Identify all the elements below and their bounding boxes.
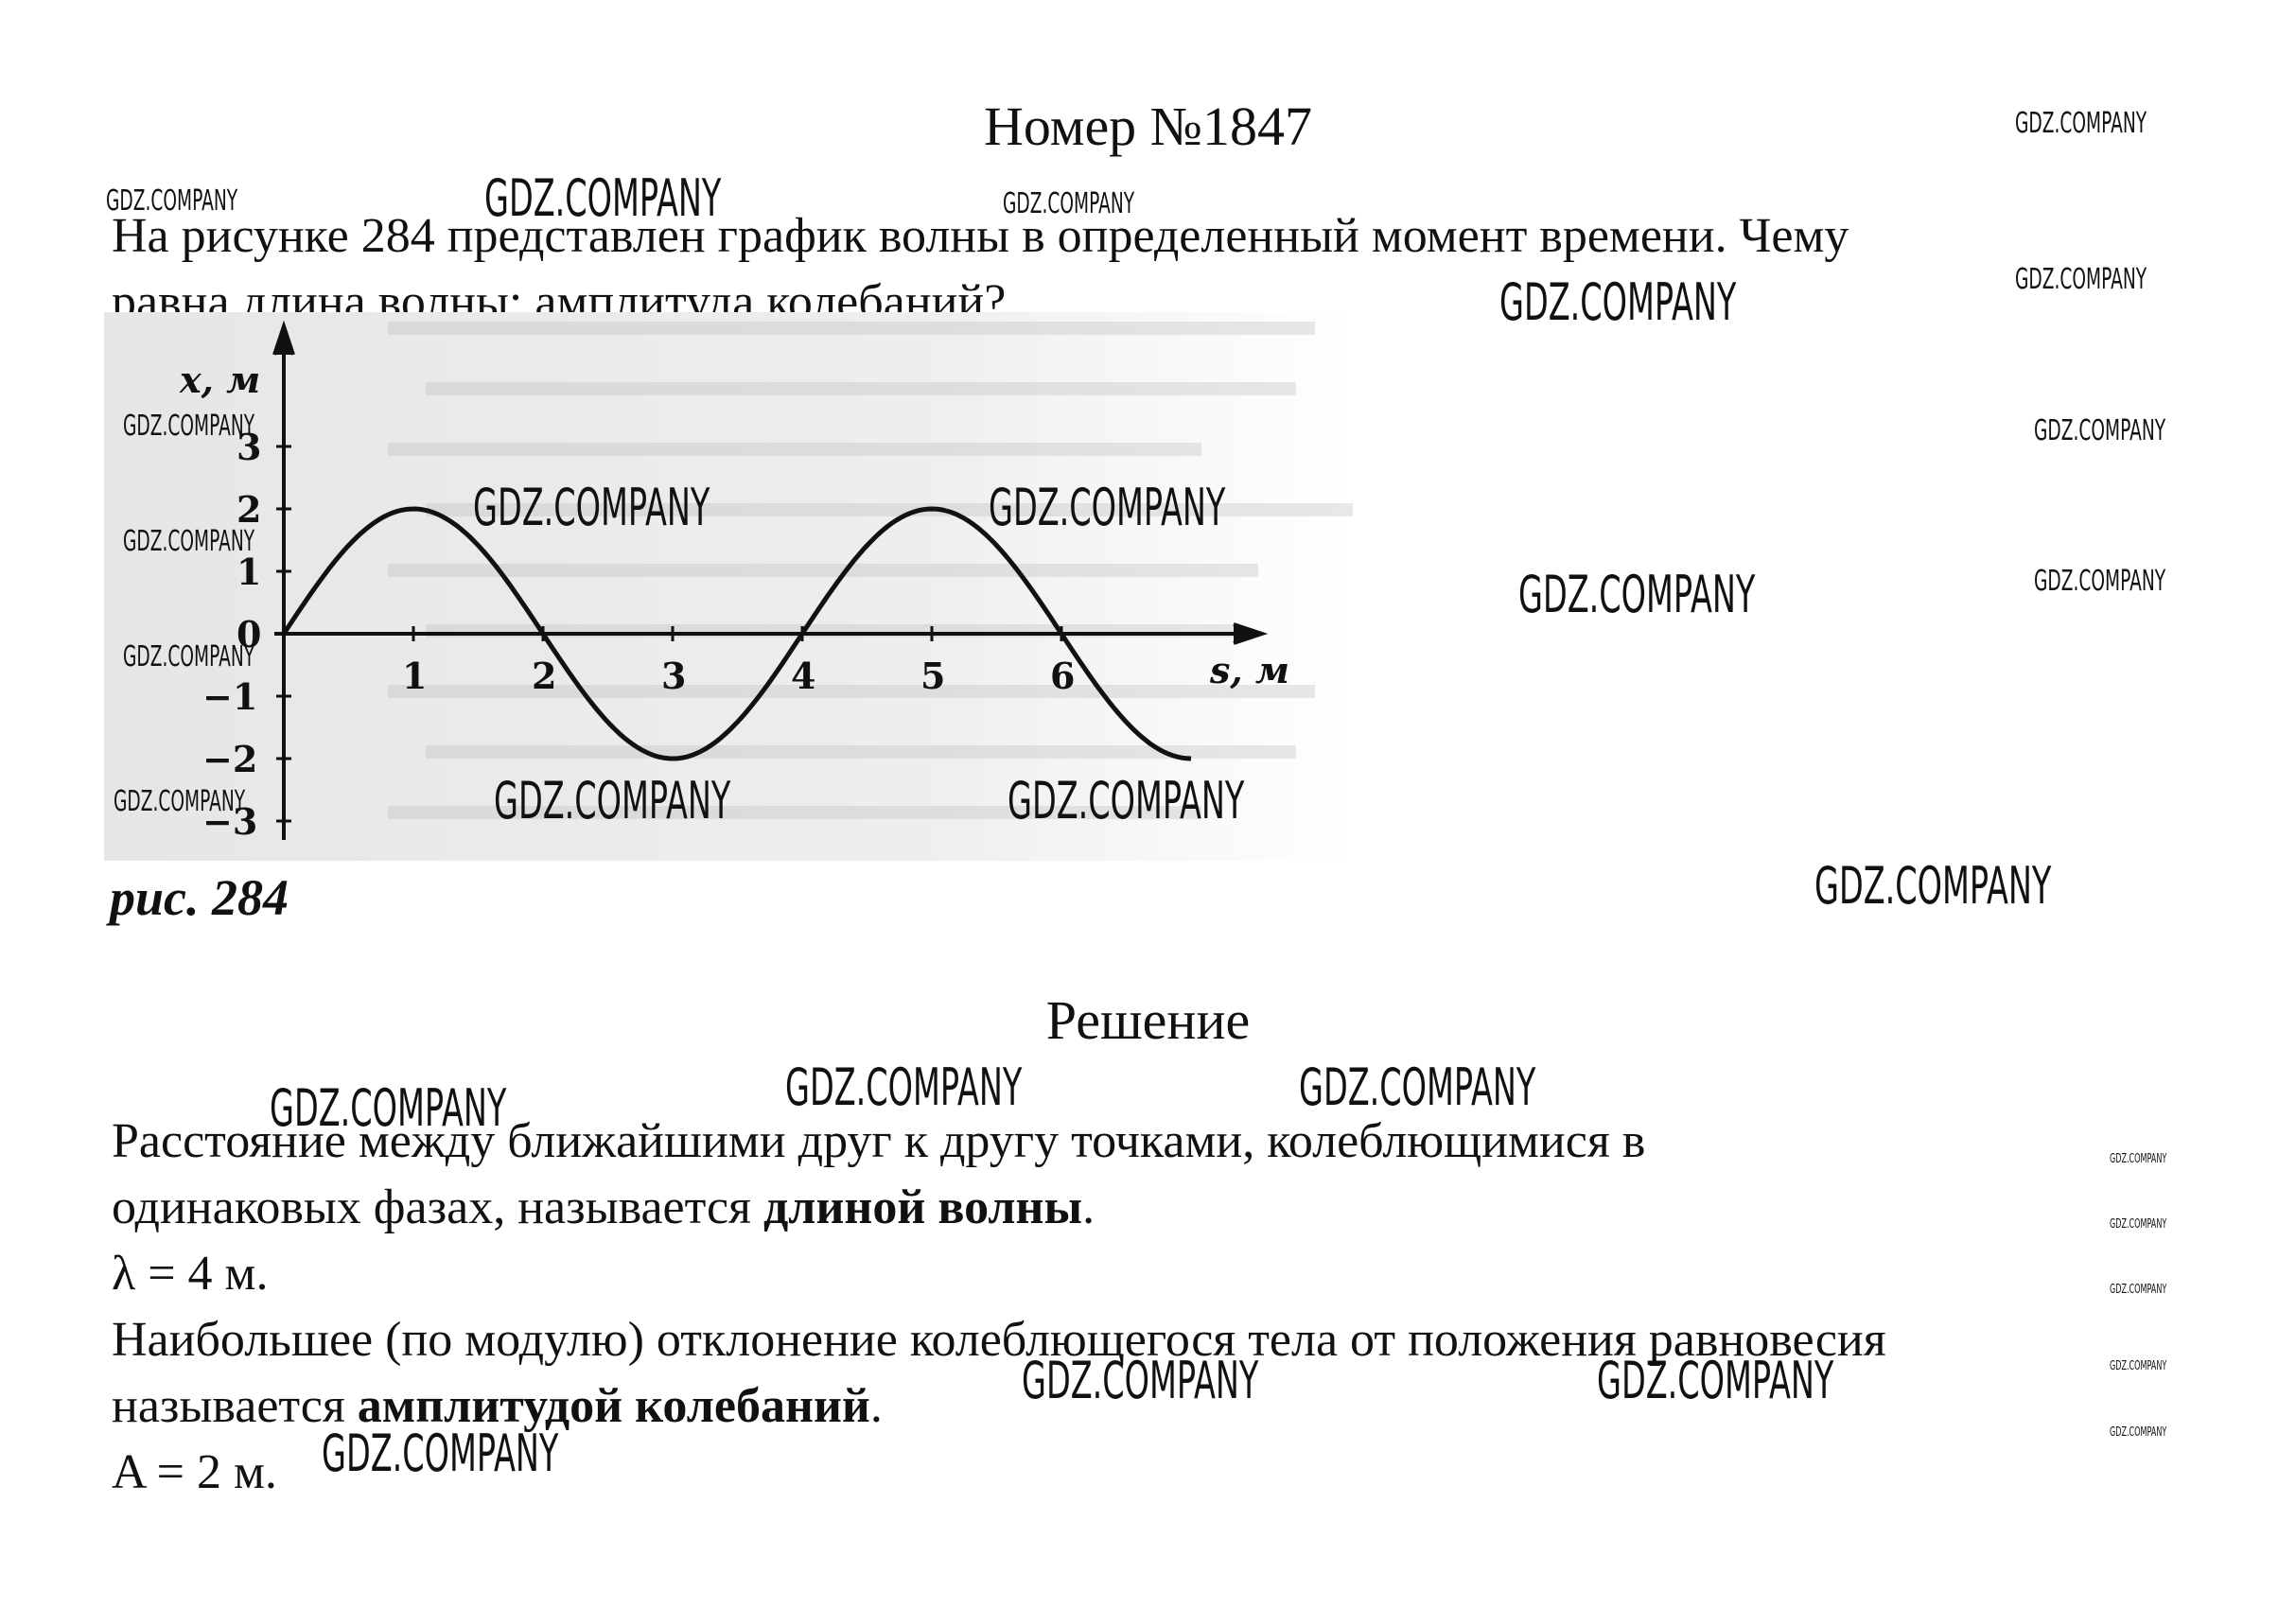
y-tick-label: −2 (202, 738, 257, 780)
watermark: GDZ.COMPANY (2015, 107, 2147, 140)
y-axis-arrow (272, 320, 295, 356)
term-amplitude: амплитудой колебаний (357, 1379, 870, 1433)
watermark: GDZ.COMPANY (1597, 1351, 1834, 1410)
term-wavelength: длиной волны (762, 1180, 1083, 1234)
x-tick-label: 2 (532, 655, 556, 697)
amplitude-answer: A = 2 м. (112, 1445, 277, 1499)
question-line-1: На рисунке 284 представлен график волны … (112, 209, 1849, 263)
figure-caption: рис. 284 (110, 869, 289, 926)
watermark: GDZ.COMPANY (2110, 1283, 2167, 1297)
watermark: GDZ.COMPANY (785, 1057, 1023, 1117)
x-tick-label: 1 (402, 655, 427, 697)
watermark: GDZ.COMPANY (123, 410, 255, 443)
watermark: GDZ.COMPANY (2034, 565, 2166, 598)
watermark: GDZ.COMPANY (1499, 272, 1737, 332)
watermark: GDZ.COMPANY (473, 478, 710, 537)
watermark: GDZ.COMPANY (2110, 1152, 2167, 1166)
scan-texture (388, 443, 1201, 456)
y-tick-label: −1 (202, 675, 257, 718)
wave-curve (281, 506, 1192, 761)
figure-background (104, 312, 1353, 861)
watermark: GDZ.COMPANY (123, 640, 255, 673)
y-axis-label: x, м (179, 358, 260, 401)
watermark: GDZ.COMPANY (1003, 187, 1135, 220)
watermark: GDZ.COMPANY (2110, 1359, 2167, 1373)
solution-text: Расстояние между ближайшими друг к другу… (112, 1109, 2212, 1506)
watermark: GDZ.COMPANY (494, 771, 731, 830)
solution-heading: Решение (1045, 989, 1251, 1051)
watermark: GDZ.COMPANY (1814, 856, 2052, 916)
watermark: GDZ.COMPANY (989, 478, 1226, 537)
solution-p2-text: называется (112, 1379, 358, 1433)
watermark: GDZ.COMPANY (1022, 1351, 1259, 1410)
y-tick-label: 0 (237, 613, 261, 655)
y-tick-label: 2 (237, 488, 261, 531)
y-tick-label: 1 (237, 551, 261, 593)
scan-texture (388, 564, 1258, 577)
watermark: GDZ.COMPANY (1299, 1057, 1536, 1117)
scan-texture (388, 685, 1315, 698)
scan-texture (426, 503, 1353, 516)
scan-texture (388, 806, 1201, 819)
question-text: На рисунке 284 представлен график волны … (112, 203, 2212, 336)
x-axis-label: s, м (1209, 649, 1289, 691)
wave-graph-figure: 1 2 3 4 5 6 3 2 1 0 −1 −2 −3 x, м s, м (104, 312, 1353, 861)
x-tick-label: 6 (1050, 655, 1075, 697)
y-tick-label: −3 (202, 800, 257, 843)
page-title: Номер №1847 (983, 96, 1313, 157)
watermark: GDZ.COMPANY (2110, 1425, 2167, 1440)
watermark: GDZ.COMPANY (106, 184, 238, 218)
watermark: GDZ.COMPANY (1518, 565, 1756, 624)
solution-p1-text: одинаковых фазах, называется (112, 1180, 763, 1234)
watermark: GDZ.COMPANY (2110, 1217, 2167, 1232)
x-tick-label: 3 (661, 655, 686, 697)
scan-texture (388, 322, 1315, 335)
watermark: GDZ.COMPANY (114, 785, 246, 818)
watermark: GDZ.COMPANY (322, 1424, 559, 1483)
solution-p2-line-2: называется амплитудой колебаний. (112, 1373, 2212, 1440)
solution-p2-line-1: Наибольшее (по модулю) отклонение колебл… (112, 1313, 1886, 1367)
watermark: GDZ.COMPANY (123, 525, 255, 558)
watermark: GDZ.COMPANY (270, 1078, 507, 1138)
watermark: GDZ.COMPANY (484, 168, 722, 228)
x-tick-label: 4 (791, 655, 815, 697)
x-axis-arrow (1233, 622, 1269, 645)
solution-p2-period: . (869, 1379, 883, 1433)
solution-p1-period: . (1082, 1180, 1095, 1234)
solution-p1-line-1: Расстояние между ближайшими друг к другу… (112, 1114, 1646, 1168)
watermark: GDZ.COMPANY (2015, 263, 2147, 296)
wavelength-answer: λ = 4 м. (112, 1247, 269, 1301)
solution-p1-line-2: одинаковых фазах, называется длиной волн… (112, 1175, 2212, 1241)
scan-texture (426, 382, 1296, 395)
y-tick-label: 3 (237, 426, 261, 468)
watermark: GDZ.COMPANY (2034, 414, 2166, 447)
watermark: GDZ.COMPANY (1008, 771, 1245, 830)
x-tick-label: 5 (920, 655, 945, 697)
wave-chart: 1 2 3 4 5 6 3 2 1 0 −1 −2 −3 x, м s, м (104, 312, 1353, 861)
